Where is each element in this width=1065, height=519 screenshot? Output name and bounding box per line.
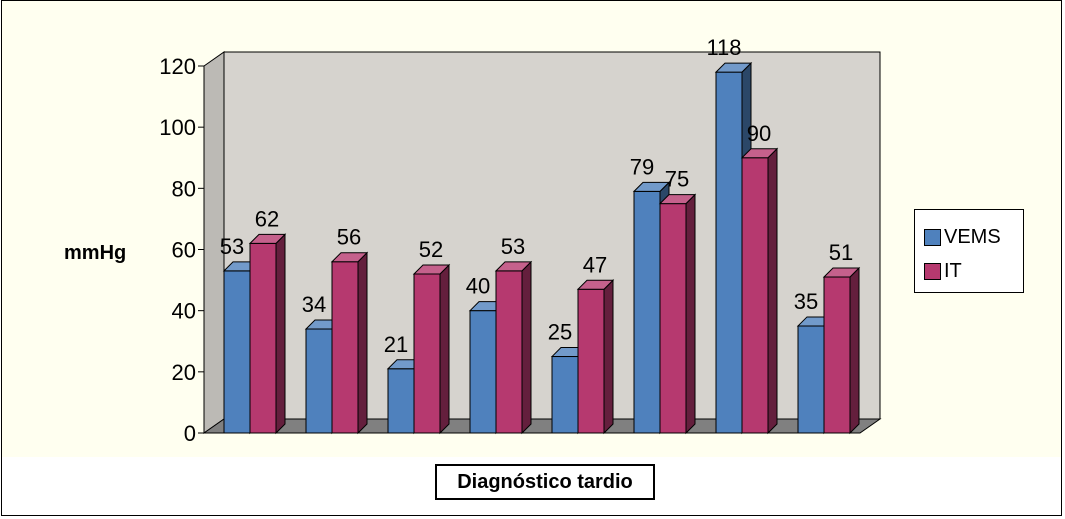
data-label: 62 (255, 206, 279, 231)
legend-swatch-vems (924, 228, 941, 246)
bar-top (330, 252, 369, 263)
bar-front (413, 273, 441, 434)
bar-front (305, 328, 333, 434)
bar-front (469, 310, 497, 434)
bar-front (797, 325, 825, 434)
bar-front (551, 356, 579, 434)
data-label: 52 (419, 237, 443, 262)
bar-front (249, 242, 277, 434)
y-axis-label: mmHg (64, 242, 127, 264)
legend-item-it: IT (924, 258, 962, 284)
bar-side (849, 266, 860, 435)
y-tick-label: 60 (172, 238, 196, 263)
data-label: 90 (747, 121, 771, 146)
bar-front (823, 276, 851, 434)
bar-side (439, 263, 450, 435)
bar-front (387, 368, 415, 434)
bar-side (275, 233, 286, 435)
bar-front (223, 270, 251, 434)
legend-label-vems: VEMS (944, 225, 1001, 248)
bar-top (248, 233, 287, 244)
data-label: 56 (337, 225, 361, 250)
y-tick-label: 120 (159, 54, 196, 79)
bar-front (741, 157, 769, 434)
y-tick-label: 40 (172, 299, 196, 324)
data-label: 47 (583, 252, 607, 277)
bar-front (659, 203, 687, 434)
bar-top (412, 264, 451, 275)
legend: VEMS IT (914, 209, 1024, 293)
y-tick-label: 80 (172, 176, 196, 201)
bar-front (495, 270, 523, 434)
bar-side (603, 279, 614, 435)
bar-top (632, 181, 671, 192)
bar-top (822, 267, 861, 278)
data-label: 53 (501, 234, 525, 259)
floor (202, 418, 882, 434)
data-label: 53 (220, 234, 244, 259)
data-label: 75 (665, 167, 689, 192)
y-tick-label: 100 (159, 115, 196, 140)
data-label: 40 (466, 274, 490, 299)
y-tick-label: 0 (184, 421, 196, 446)
data-label: 25 (548, 320, 572, 345)
bar-front (715, 71, 743, 434)
data-label: 118 (706, 35, 741, 60)
bar-front (633, 190, 661, 434)
data-label: 51 (829, 240, 853, 265)
y-tick-label: 20 (172, 360, 196, 385)
data-label: 21 (384, 332, 408, 357)
bar-top (494, 261, 533, 272)
legend-item-vems: VEMS (924, 224, 1001, 250)
bar-side (357, 251, 368, 435)
data-label: 34 (302, 292, 326, 317)
bar-front (331, 261, 359, 434)
bar-front (577, 288, 605, 434)
bar-side (521, 260, 532, 435)
x-axis-title: Diagnóstico tardio (435, 464, 655, 500)
legend-swatch-it (924, 262, 941, 280)
legend-label-it: IT (944, 259, 962, 282)
bar-top (740, 148, 779, 159)
bar-side (767, 147, 778, 435)
data-label: 35 (794, 289, 818, 314)
bar-top (714, 62, 753, 73)
bar-side (685, 193, 696, 435)
data-label: 79 (630, 154, 654, 179)
bar-top (576, 279, 615, 290)
bar-top (658, 194, 697, 205)
